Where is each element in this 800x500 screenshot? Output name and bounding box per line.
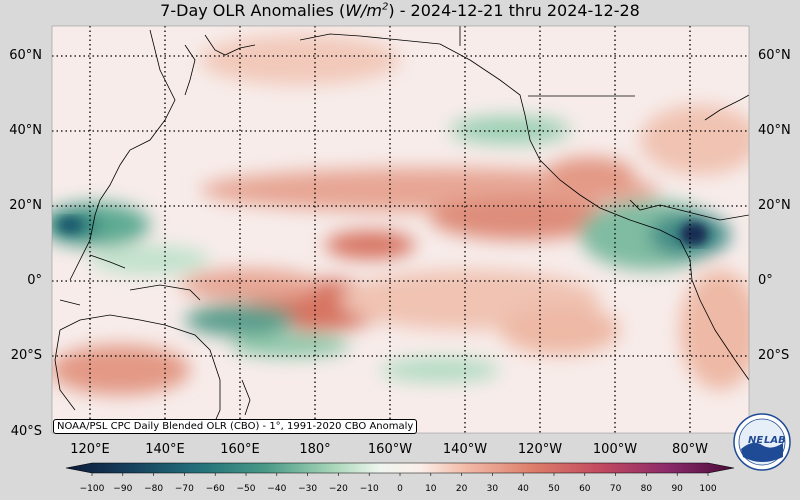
colorbar-tick-label: 0 (397, 484, 403, 494)
lon-label: 80°W (672, 442, 708, 457)
colorbar-tick-label: −80 (144, 484, 164, 494)
colorbar-tick-label: 60 (579, 484, 591, 494)
lon-label: 120°E (70, 442, 110, 457)
colorbar-tick-label: −20 (328, 484, 348, 494)
lon-label: 140°W (442, 442, 488, 457)
lon-label: 160°W (367, 442, 413, 457)
svg-text:NE: NE (748, 435, 763, 446)
lat-label-right: 0° (758, 273, 773, 288)
lon-label: 160°E (220, 442, 260, 457)
lon-label: 100°W (592, 442, 638, 457)
lat-label-right: 20°S (758, 348, 790, 363)
colorbar-tick-label: −70 (174, 484, 194, 494)
lon-label: 140°E (145, 442, 185, 457)
colorbar-tick-label: −10 (359, 484, 379, 494)
lat-label-left: 20°S (10, 348, 42, 363)
colorbar-tick-label: −30 (298, 484, 318, 494)
colorbar-tick-label: −90 (113, 484, 133, 494)
lat-label-left: 0° (27, 273, 42, 288)
colorbar-tick-label: −60 (205, 484, 225, 494)
data-source-caption: NOAA/PSL CPC Daily Blended OLR (CBO) - 1… (53, 419, 418, 434)
colorbar-tick-label: −40 (267, 484, 287, 494)
lat-label-left: 20°N (9, 198, 42, 213)
lat-label-left: 40°S (10, 424, 42, 439)
colorbar-tick-label: 100 (699, 484, 717, 494)
colorbar-tick-label: 80 (640, 484, 653, 494)
map-title: 7-Day OLR Anomalies (W/m2) - 2024-12-21 … (160, 1, 640, 20)
colorbar-tick-label: −100 (79, 484, 105, 494)
anomaly-field (52, 26, 749, 433)
colorbar-tick-label: 50 (548, 484, 560, 494)
colorbar-tick-label: 40 (517, 484, 529, 494)
colorbar-tick-label: 10 (425, 484, 437, 494)
colorbar-tick-label: 20 (455, 484, 468, 494)
lat-label-right: 40°N (758, 123, 791, 138)
colorbar-tick-label: −50 (236, 484, 256, 494)
svg-text:LAB: LAB (764, 435, 786, 446)
lat-label-right: 60°N (758, 48, 791, 63)
noaa-psl-logo-icon: NE LAB (733, 413, 791, 471)
colorbar-tick-label: 90 (671, 484, 683, 494)
colorbar-tick-label: 30 (486, 484, 499, 494)
lat-label-right: 20°N (758, 198, 791, 213)
colorbar-tick-label: 70 (609, 484, 622, 494)
lon-label: 180° (299, 442, 331, 457)
lat-label-left: 60°N (9, 48, 42, 63)
lat-label-left: 40°N (9, 123, 42, 138)
colorbar (65, 462, 735, 476)
lon-label: 120°W (517, 442, 563, 457)
